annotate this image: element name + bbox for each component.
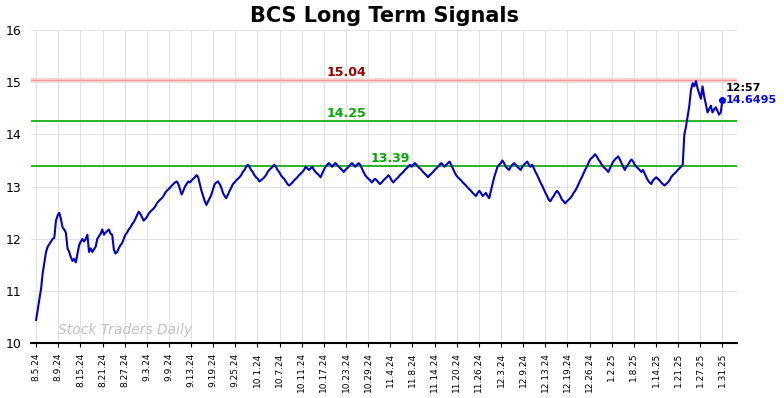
Bar [31,78,737,82]
Text: 15.04: 15.04 [326,66,366,79]
Text: Stock Traders Daily: Stock Traders Daily [58,323,192,337]
Title: BCS Long Term Signals: BCS Long Term Signals [250,6,519,25]
Text: 14.25: 14.25 [326,107,366,120]
Text: 14.6495: 14.6495 [726,95,777,105]
Text: 13.39: 13.39 [371,152,410,165]
Text: 12:57: 12:57 [726,83,761,93]
